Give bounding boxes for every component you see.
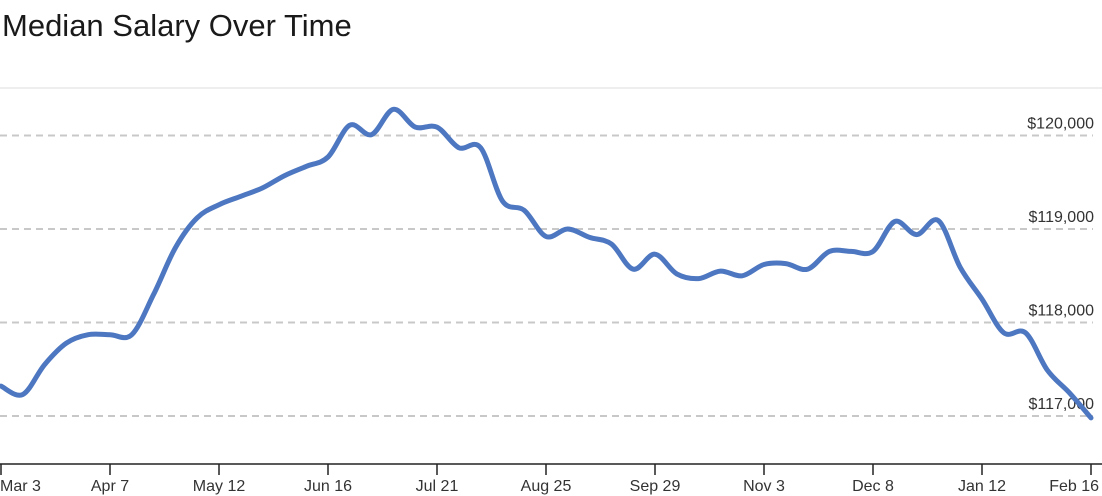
x-tick-label: Jun 16 (304, 478, 352, 495)
x-tick-label: Aug 25 (521, 478, 572, 495)
x-tick-label: Sep 29 (630, 478, 681, 495)
x-tick-label: Apr 7 (91, 478, 129, 495)
x-tick-label: Nov 3 (743, 478, 785, 495)
x-tick-label: Mar 3 (0, 478, 41, 495)
x-tick-label: Feb 16 (1049, 478, 1099, 495)
x-tick-label: Jul 21 (416, 478, 459, 495)
y-tick-label: $120,000 (1027, 116, 1094, 133)
y-tick-label: $118,000 (1028, 303, 1094, 320)
y-tick-label: $119,000 (1028, 209, 1094, 226)
x-tick-label: May 12 (193, 478, 246, 495)
x-tick-label: Dec 8 (852, 478, 894, 495)
median-salary-line-series (0, 106, 1094, 421)
x-tick-label: Jan 12 (958, 478, 1006, 495)
chart-title: Median Salary Over Time (2, 8, 352, 43)
